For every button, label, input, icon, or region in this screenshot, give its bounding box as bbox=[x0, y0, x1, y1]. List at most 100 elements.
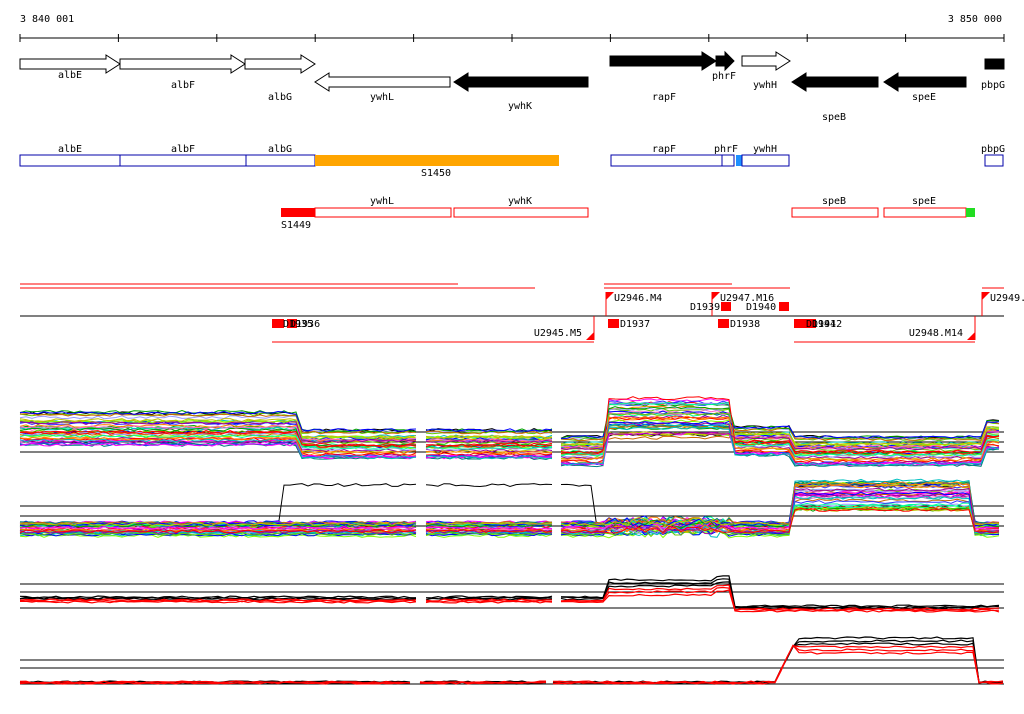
regulator-D1939[interactable] bbox=[721, 302, 731, 311]
profile-series-line bbox=[19, 523, 417, 528]
transcript-U2945.M5[interactable]: U2945.M5 bbox=[534, 316, 595, 340]
profile-series-line bbox=[560, 396, 1000, 454]
transcript-label-U2946: U2946.M4 bbox=[614, 293, 662, 304]
profile-series-line bbox=[425, 455, 553, 460]
profile-series-line bbox=[561, 507, 1000, 534]
profile-series-line bbox=[19, 595, 416, 599]
profile-series-line bbox=[19, 420, 417, 441]
regulator-D1942[interactable] bbox=[806, 319, 816, 328]
transcript-U2947.M16[interactable]: U2947.M16 bbox=[711, 292, 774, 316]
regulator-D1936[interactable] bbox=[287, 319, 297, 328]
expression-profile-4 bbox=[19, 636, 1004, 685]
profile-series-line bbox=[425, 531, 553, 536]
regulator-D1940[interactable] bbox=[779, 302, 789, 311]
operon-label-albG: albG bbox=[268, 144, 292, 155]
profile-series-line bbox=[560, 586, 1000, 612]
gene-arrow-speE[interactable] bbox=[883, 72, 967, 92]
operon-phrF[interactable] bbox=[721, 154, 735, 167]
gene-label-albG: albG bbox=[268, 92, 292, 103]
forward-operon-track[interactable]: albE albF albG S1450 rapF phrF ywhH pbpG bbox=[19, 144, 1005, 179]
profile-series-line bbox=[560, 431, 1000, 451]
feature-label-S1450: S1450 bbox=[421, 168, 451, 179]
profile-series-line bbox=[425, 439, 553, 444]
gene-arrow-rapF[interactable] bbox=[609, 51, 717, 71]
gene-arrow-ywhH[interactable] bbox=[741, 51, 791, 71]
gene-arrow-pbpG[interactable] bbox=[984, 58, 1005, 70]
profile-series-line bbox=[19, 413, 417, 435]
regulator-label-D1935: D1935 bbox=[283, 319, 313, 330]
operon-label-ywhL: ywhL bbox=[370, 196, 394, 207]
profile-series-line bbox=[553, 645, 1004, 685]
ends-marker-blue bbox=[736, 155, 742, 166]
gene-label-ywhH: ywhH bbox=[753, 80, 777, 91]
start-coordinate: 3 840 001 bbox=[20, 14, 74, 25]
regulator-D1935[interactable] bbox=[272, 319, 284, 328]
gene-arrow-albF[interactable] bbox=[119, 54, 246, 74]
coordinate-ruler: 3 840 001 3 850 000 bbox=[19, 14, 1005, 42]
profile-series-line bbox=[425, 523, 553, 528]
profile-series-line bbox=[425, 598, 553, 602]
operon-speE[interactable] bbox=[883, 207, 967, 218]
operon-pbpG[interactable] bbox=[984, 154, 1004, 167]
profile-series-line bbox=[19, 430, 417, 447]
operon-albF[interactable] bbox=[119, 154, 247, 167]
profile-series-line bbox=[19, 438, 417, 460]
profile-series-line bbox=[561, 420, 1000, 440]
gene-arrow-speB[interactable] bbox=[791, 72, 879, 92]
regulator-D1937[interactable] bbox=[608, 319, 619, 328]
gene-label-speE: speE bbox=[912, 92, 936, 103]
gene-track[interactable]: albE albF albG ywhL ywhK rapF phrF ywhH … bbox=[19, 50, 1005, 123]
profile-series-line bbox=[425, 600, 553, 604]
profile-series-line bbox=[552, 644, 1004, 685]
profile-series-line bbox=[425, 522, 553, 526]
profile-series-line bbox=[19, 529, 417, 534]
profile-series-line bbox=[560, 407, 1000, 452]
regulator-label-D1937: D1937 bbox=[620, 319, 650, 330]
end-coordinate: 3 850 000 bbox=[948, 14, 1002, 25]
regulator-D1941[interactable] bbox=[794, 319, 806, 328]
operon-rapF[interactable] bbox=[610, 154, 723, 167]
transcript-label-U2945: U2945.M5 bbox=[534, 328, 582, 339]
feature-S1450[interactable] bbox=[315, 155, 559, 166]
profile-series-line bbox=[425, 529, 553, 534]
operon-albE[interactable] bbox=[19, 154, 121, 167]
ends-marker-green bbox=[966, 208, 975, 217]
gene-arrow-ywhK[interactable] bbox=[453, 72, 589, 92]
operon-ywhL[interactable] bbox=[314, 207, 452, 218]
transcript-U2948.M14[interactable]: U2948.M14 bbox=[909, 316, 976, 340]
gene-arrow-phrF[interactable] bbox=[715, 50, 735, 72]
gene-arrow-albE[interactable] bbox=[19, 54, 121, 74]
transcript-U2949[interactable]: U2949. bbox=[981, 292, 1024, 316]
expression-profile-3 bbox=[19, 575, 1004, 613]
gene-arrow-ywhL[interactable] bbox=[314, 72, 451, 92]
regulator-D1938[interactable] bbox=[718, 319, 729, 328]
profile-series-line bbox=[560, 491, 1000, 527]
operon-speB[interactable] bbox=[791, 207, 879, 218]
gene-arrow-albG[interactable] bbox=[244, 54, 316, 74]
profile-series-line bbox=[425, 450, 553, 455]
profile-series-line bbox=[425, 435, 553, 440]
gene-label-albF: albF bbox=[171, 80, 195, 91]
operon-albG[interactable] bbox=[245, 154, 316, 167]
feature-label-S1449: S1449 bbox=[281, 220, 311, 231]
profile-series-line bbox=[560, 421, 1000, 442]
profile-series-line bbox=[20, 531, 417, 536]
operon-ywhK[interactable] bbox=[453, 207, 589, 218]
profile-series-line bbox=[19, 436, 416, 455]
profile-series-line bbox=[19, 520, 417, 525]
reverse-operon-track[interactable]: S1449 ywhL ywhK speB speE bbox=[281, 196, 975, 231]
transcript-label-U2947: U2947.M16 bbox=[720, 293, 774, 304]
profile-series-line bbox=[19, 600, 417, 604]
operon-ywhH[interactable] bbox=[741, 154, 790, 167]
expression-profile-2 bbox=[19, 478, 1004, 539]
transcript-label-U2948: U2948.M14 bbox=[909, 328, 963, 339]
profile-series-line bbox=[560, 575, 1000, 608]
transcript-U2946.M4[interactable]: U2946.M4 bbox=[605, 292, 662, 316]
operon-label-phrF: phrF bbox=[714, 144, 738, 155]
operon-label-pbpG: pbpG bbox=[981, 144, 1005, 155]
feature-S1449[interactable] bbox=[281, 208, 315, 217]
profile-series-line bbox=[560, 409, 1000, 451]
transcript-track[interactable]: U2946.M4 U2947.M16 U2949. U2945.M5 U2948… bbox=[20, 283, 1024, 343]
gene-label-rapF: rapF bbox=[652, 92, 676, 103]
